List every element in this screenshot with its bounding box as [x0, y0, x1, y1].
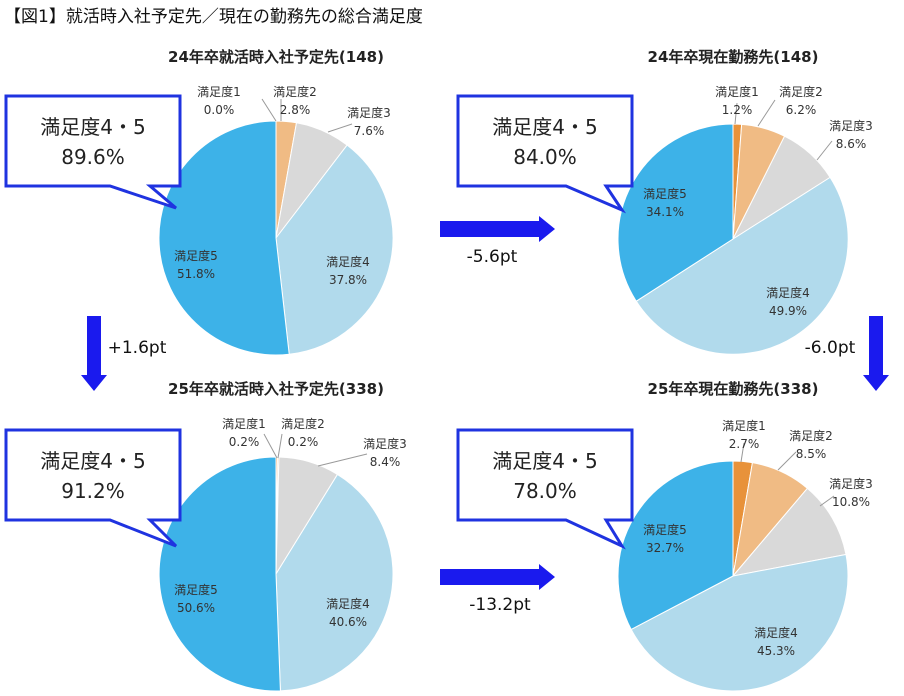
- callout-value: 91.2%: [61, 479, 125, 503]
- pie-slice-4: [275, 144, 394, 355]
- leader-line: [261, 98, 277, 122]
- slice-name-label: 満足度1: [722, 418, 766, 433]
- pie-slice-5: [158, 120, 290, 356]
- callout-label: 満足度4・5: [492, 115, 597, 139]
- chart-title: 25年卒就活時入社予定先(338): [168, 380, 384, 398]
- slice-value-label: 32.7%: [646, 541, 684, 555]
- arrow-label: +1.6pt: [108, 338, 167, 358]
- slice-value-label: 1.2%: [722, 103, 753, 117]
- pie-slice-5: [158, 456, 281, 692]
- pie-chart: 25年卒現在勤務先(338) 満足度1 2.7% 満足度2 8.5% 満足度3 10.8% 満…: [456, 380, 873, 692]
- slice-value-label: 7.6%: [354, 124, 385, 138]
- slice-name-label: 満足度5: [643, 522, 687, 537]
- slice-value-label: 10.8%: [832, 495, 870, 509]
- slice-value-label: 45.3%: [757, 644, 795, 658]
- slice-name-label: 満足度5: [174, 582, 218, 597]
- slice-name-label: 満足度4: [326, 596, 370, 611]
- change-arrow: -6.0pt: [805, 316, 889, 391]
- leader-line: [740, 442, 745, 463]
- figure-title: 【図1】就活時入社予定先／現在の勤務先の総合満足度: [4, 7, 423, 27]
- leader-line: [777, 451, 797, 471]
- pie-chart: 24年卒就活時入社予定先(148) 満足度1 0.0% 満足度2 2.8% 満足度3 7.6…: [4, 48, 394, 356]
- slice-name-label: 満足度2: [779, 84, 823, 99]
- leader-line: [263, 433, 278, 459]
- change-arrow: +1.6pt: [81, 316, 167, 391]
- slice-name-label: 満足度1: [222, 416, 266, 431]
- arrow-label: -6.0pt: [805, 338, 856, 358]
- slice-value-label: 0.2%: [229, 435, 260, 449]
- slice-value-label: 8.4%: [370, 455, 401, 469]
- slice-name-label: 満足度4: [754, 625, 798, 640]
- chart-title: 25年卒現在勤務先(338): [648, 380, 819, 398]
- pie-slice-3: [731, 487, 847, 577]
- arrow-shape: [81, 316, 107, 391]
- slice-value-label: 51.8%: [177, 267, 215, 281]
- pie-chart: 25年卒就活時入社予定先(338) 満足度1 0.2% 満足度2 0.2% 満足度3 8.4…: [4, 380, 407, 692]
- slice-value-label: 8.6%: [836, 137, 867, 151]
- arrow-shape: [863, 316, 889, 391]
- slice-name-label: 満足度5: [174, 248, 218, 263]
- slice-name-label: 満足度3: [363, 436, 407, 451]
- leader-line: [277, 433, 283, 459]
- change-arrow: -13.2pt: [440, 564, 555, 615]
- leader-line: [816, 140, 833, 161]
- leader-line: [317, 453, 368, 467]
- callout-box: 満足度4・5 84.0%: [456, 94, 634, 214]
- slice-name-label: 満足度1: [715, 84, 759, 99]
- leader-line: [757, 99, 776, 127]
- arrow-shape: [440, 216, 555, 242]
- pie-slice-5: [617, 460, 734, 631]
- slice-name-label: 満足度2: [789, 428, 833, 443]
- slice-name-label: 満足度3: [829, 476, 873, 491]
- chart-title: 24年卒現在勤務先(148): [648, 48, 819, 66]
- pie-slice-4: [275, 473, 394, 692]
- callout-box: 満足度4・5 91.2%: [4, 428, 182, 548]
- slice-name-label: 満足度4: [766, 285, 810, 300]
- arrow-shape: [440, 564, 555, 590]
- slice-value-label: 34.1%: [646, 205, 684, 219]
- slice-value-label: 37.8%: [329, 273, 367, 287]
- callout-box: 満足度4・5 78.0%: [456, 428, 634, 550]
- leader-line: [819, 495, 835, 507]
- pie-slice-4: [630, 553, 849, 692]
- slice-value-label: 49.9%: [769, 304, 807, 318]
- slice-name-label: 満足度2: [281, 416, 325, 431]
- arrow-label: -5.6pt: [467, 247, 518, 267]
- slice-name-label: 満足度5: [643, 186, 687, 201]
- slice-name-label: 満足度3: [347, 105, 391, 120]
- slice-name-label: 満足度3: [829, 118, 873, 133]
- callout-value: 89.6%: [61, 145, 125, 169]
- callout-label: 満足度4・5: [492, 449, 597, 473]
- leader-line: [734, 102, 738, 125]
- slice-value-label: 50.6%: [177, 601, 215, 615]
- slice-name-label: 満足度2: [273, 84, 317, 99]
- callout-value: 78.0%: [513, 479, 577, 503]
- pie-slice-4: [635, 176, 849, 355]
- callout-value: 84.0%: [513, 145, 577, 169]
- callout-label: 満足度4・5: [40, 115, 145, 139]
- callout-label: 満足度4・5: [40, 449, 145, 473]
- change-arrow: -5.6pt: [440, 216, 555, 267]
- slice-value-label: 2.8%: [280, 103, 311, 117]
- leader-line: [327, 123, 353, 133]
- pie-chart: 24年卒現在勤務先(148) 満足度1 1.2% 満足度2 6.2% 満足度3 8.6% 満足…: [456, 48, 873, 355]
- callout-box: 満足度4・5 89.6%: [4, 94, 182, 210]
- arrow-label: -13.2pt: [469, 595, 531, 615]
- chart-title: 24年卒就活時入社予定先(148): [168, 48, 384, 66]
- slice-name-label: 満足度4: [326, 254, 370, 269]
- slice-value-label: 2.7%: [729, 437, 760, 451]
- slice-value-label: 8.5%: [796, 447, 827, 461]
- slice-value-label: 0.2%: [288, 435, 319, 449]
- slice-value-label: 6.2%: [786, 103, 817, 117]
- slice-value-label: 0.0%: [204, 103, 235, 117]
- slice-value-label: 40.6%: [329, 615, 367, 629]
- slice-name-label: 満足度1: [197, 84, 241, 99]
